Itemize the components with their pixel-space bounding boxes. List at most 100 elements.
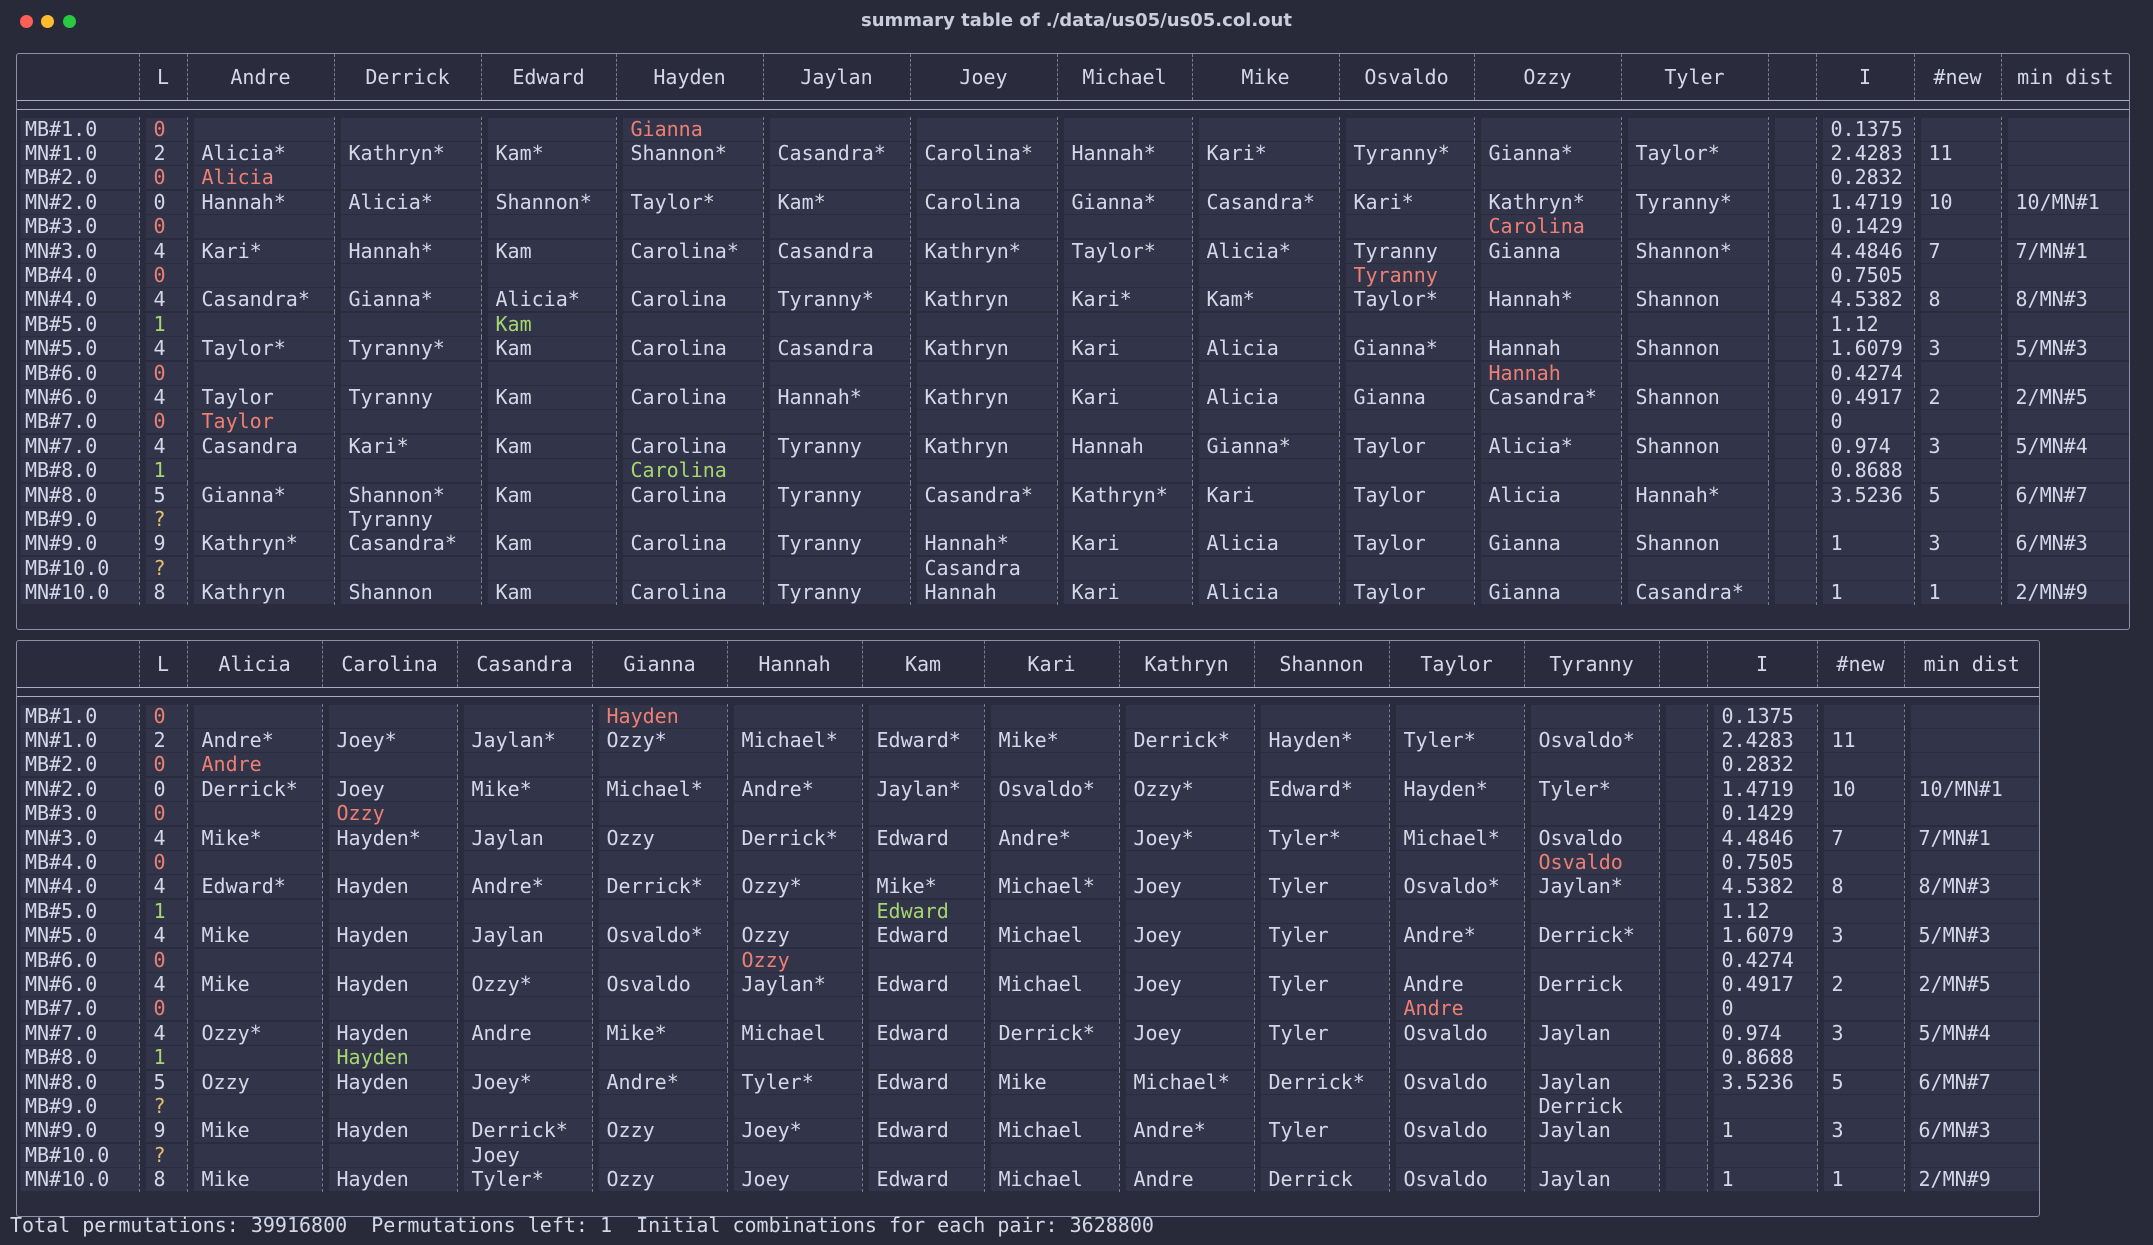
match-cell-text: Shannon — [1627, 385, 1768, 409]
match-cell-text: Taylor — [1345, 532, 1474, 556]
match-cell: Tyler — [1253, 923, 1389, 948]
table-row: MB#5.0 1 Kam 1.12 — [17, 312, 2129, 337]
match-cell — [186, 556, 334, 581]
match-cell: Alicia — [1191, 531, 1339, 557]
match-cell-text — [340, 410, 481, 434]
info-cell-text: 0.1375 — [1822, 117, 1914, 141]
info-cell: 0 — [1815, 409, 1914, 435]
info-cell: 1 — [1815, 531, 1914, 557]
new-count-cell-text — [1823, 1143, 1904, 1167]
match-cell-text — [1198, 117, 1339, 141]
lights-cell-text: 8 — [145, 1168, 187, 1192]
match-cell-text — [868, 1046, 984, 1070]
match-cell — [1388, 1143, 1524, 1168]
match-cell — [726, 801, 862, 826]
match-cell: Ozzy — [591, 1167, 727, 1192]
lights-cell: 9 — [138, 531, 187, 557]
match-cell — [1767, 360, 1816, 386]
match-cell — [1620, 458, 1768, 483]
status-footer: Total permutations: 39916800 Permutation… — [10, 1213, 1154, 1237]
column-header: Osvaldo — [1338, 54, 1474, 101]
minimize-button[interactable] — [41, 15, 54, 28]
info-cell-text: 0.8688 — [1713, 1046, 1817, 1070]
table-row: MN#6.0 4 Taylor Tyranny Kam Carolina Hannah* Ka… — [17, 385, 2129, 410]
row-label: MN#3.0 — [17, 826, 139, 850]
lights-cell: 0 — [138, 360, 187, 386]
row-label: MN#5.0 — [17, 337, 139, 361]
match-cell — [186, 312, 334, 337]
match-cell-text: Carolina — [1480, 215, 1621, 239]
match-cell-text: Edward — [868, 826, 984, 850]
info-cell: 0.974 — [1706, 1021, 1817, 1046]
match-cell-text: Alicia* — [193, 142, 334, 166]
match-cell — [333, 263, 481, 288]
match-cell-text: Tyler — [1260, 1119, 1389, 1143]
match-cell — [1338, 312, 1474, 337]
match-cell-text — [868, 1143, 984, 1167]
match-cell-text — [1125, 1046, 1254, 1070]
match-cell-text: Carolina — [622, 581, 763, 605]
lights-cell: 1 — [138, 312, 187, 337]
match-cell — [1056, 165, 1192, 191]
match-cell-text — [1774, 483, 1816, 507]
match-cell-text: Jaylan — [1530, 1119, 1659, 1143]
match-cell-text — [1774, 166, 1816, 190]
match-cell: Carolina — [909, 190, 1057, 215]
new-count-cell — [1816, 752, 1904, 778]
match-cell: Casandra* — [1473, 385, 1621, 410]
info-cell-text: 4.4846 — [1822, 239, 1914, 263]
match-cell: Andre* — [726, 777, 862, 802]
match-cell — [762, 165, 910, 191]
match-cell-text — [463, 1094, 592, 1118]
match-cell: Casandra* — [762, 141, 910, 166]
match-cell-text: Alicia — [1198, 581, 1339, 605]
maximize-button[interactable] — [63, 15, 76, 28]
match-cell-text: Hayden — [328, 1046, 457, 1070]
match-cell-text — [990, 1143, 1119, 1167]
match-cell-text — [769, 215, 910, 239]
match-cell: Tyler* — [726, 1069, 862, 1095]
match-cell — [1388, 1094, 1524, 1119]
match-cell-text: Gianna — [622, 117, 763, 141]
match-cell — [1253, 947, 1389, 973]
match-cell: Kathryn* — [186, 531, 334, 557]
new-count-cell-text — [1823, 1094, 1904, 1118]
match-cell — [1338, 507, 1474, 532]
match-cell-text: Tyler* — [1530, 777, 1659, 801]
match-cell — [1473, 263, 1621, 288]
info-cell: 0.4917 — [1706, 972, 1817, 997]
match-cell-text — [990, 802, 1119, 826]
lights-cell: 4 — [138, 238, 187, 264]
match-cell-text — [1480, 166, 1621, 190]
match-cell: Gianna — [1473, 531, 1621, 557]
match-cell — [615, 214, 763, 239]
match-cell: Osvaldo* — [983, 777, 1119, 802]
match-cell: Kathryn* — [1056, 482, 1192, 508]
info-cell-text: 0.2832 — [1822, 166, 1914, 190]
close-button[interactable] — [20, 15, 33, 28]
info-cell: 0.8688 — [1815, 458, 1914, 483]
match-cell-text: Alicia — [193, 166, 334, 190]
match-cell-text: Gianna* — [1480, 142, 1621, 166]
match-cell — [762, 214, 910, 239]
new-count-cell: 11 — [1913, 141, 2001, 166]
match-cell — [615, 507, 763, 532]
match-cell: Mike — [983, 1069, 1119, 1095]
match-cell-text — [1260, 1046, 1389, 1070]
match-cell — [1253, 752, 1389, 778]
match-cell-text — [193, 802, 322, 826]
table-row: MN#9.0 9 Kathryn* Casandra* Kam Carolina Tyran… — [17, 531, 2129, 557]
info-cell: 0.2832 — [1815, 165, 1914, 191]
match-cell-text — [769, 507, 910, 531]
match-cell — [1767, 482, 1816, 508]
column-header: Alicia — [186, 641, 322, 688]
min-dist-cell: 2/MN#9 — [1903, 1167, 2039, 1192]
match-cell-text — [1345, 410, 1474, 434]
match-cell — [480, 409, 616, 435]
row-label: MB#7.0 — [17, 410, 139, 434]
match-cell — [762, 312, 910, 337]
new-count-cell-text — [1920, 215, 2001, 239]
match-cell — [1767, 190, 1816, 215]
match-cell-text: Carolina* — [916, 142, 1057, 166]
lights-cell-text: 5 — [145, 483, 187, 507]
